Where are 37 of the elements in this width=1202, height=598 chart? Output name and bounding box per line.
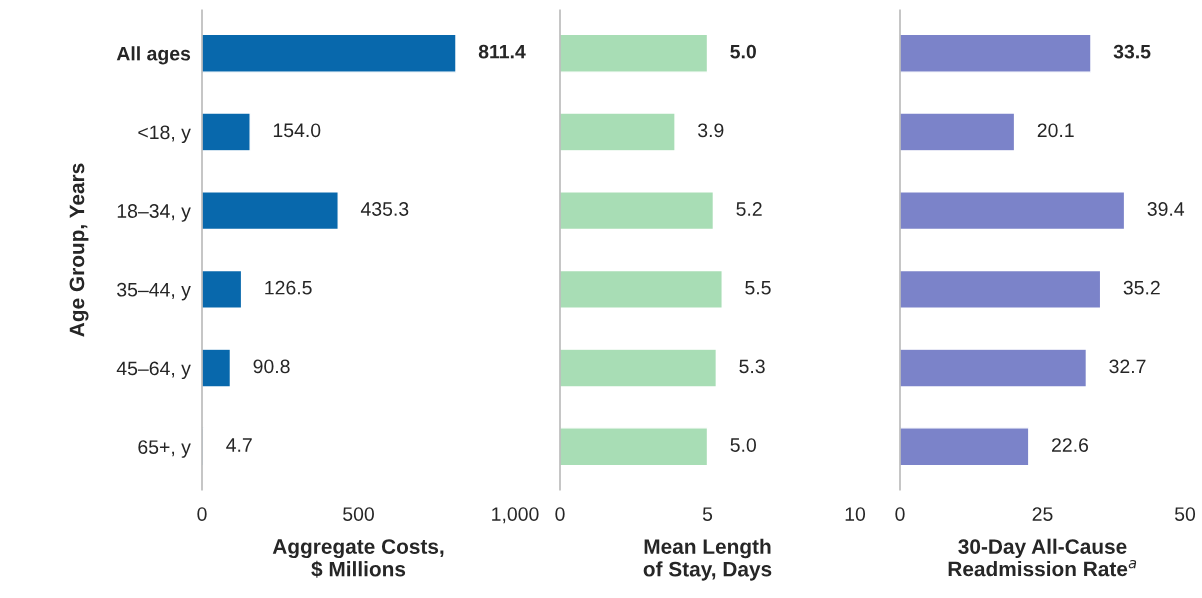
y-axis-title: Age Group, Years [69, 163, 89, 337]
x-axis-title: Mean Length of Stay, Days [643, 538, 772, 581]
y-tick-label: All ages [116, 46, 191, 65]
x-tick-label: 0 [555, 507, 565, 521]
x-tick-label: 10 [845, 507, 866, 521]
data-label: 5.0 [730, 44, 756, 59]
x-tick-label: 5 [702, 507, 713, 521]
data-label: 3.9 [698, 123, 724, 138]
x-tick-label: 500 [343, 507, 374, 521]
data-label: 435.3 [360, 202, 409, 216]
data-label: 5.2 [736, 202, 762, 216]
x-axis-title: Aggregate Costs, $ Millions [272, 539, 444, 578]
y-tick-label: 45–64, y [116, 361, 191, 380]
y-tick-label: 35–44, y [117, 282, 191, 301]
data-label: 32.7 [1109, 359, 1146, 374]
data-label: 90.8 [253, 359, 290, 374]
data-label: 5.0 [730, 438, 756, 452]
data-label: 811.4 [478, 44, 526, 59]
y-tick-label: 65+, y [138, 440, 191, 458]
y-tick-label: <18, y [138, 125, 191, 144]
data-label: 39.4 [1147, 202, 1185, 216]
data-label: 22.6 [1052, 438, 1089, 452]
x-axis-title: 30-Day All-Cause Readmission Rate$^{a}$ [948, 538, 1137, 577]
data-label: 33.5 [1113, 44, 1151, 59]
x-tick-label: 0 [197, 507, 207, 521]
y-tick-label: 18–34, y [117, 204, 191, 222]
x-tick-label: 0 [895, 507, 905, 521]
data-label: 35.2 [1123, 280, 1160, 295]
data-label: 126.5 [265, 280, 312, 295]
data-label: 154.0 [273, 123, 321, 138]
data-label: 4.7 [226, 438, 252, 452]
data-label: 20.1 [1037, 123, 1074, 138]
x-tick-label: 50 [1174, 507, 1196, 521]
data-label: 5.5 [745, 281, 771, 295]
x-tick-label: 25 [1032, 507, 1053, 521]
x-tick-label: 1,000 [492, 507, 539, 524]
data-label: 5.3 [739, 359, 765, 374]
